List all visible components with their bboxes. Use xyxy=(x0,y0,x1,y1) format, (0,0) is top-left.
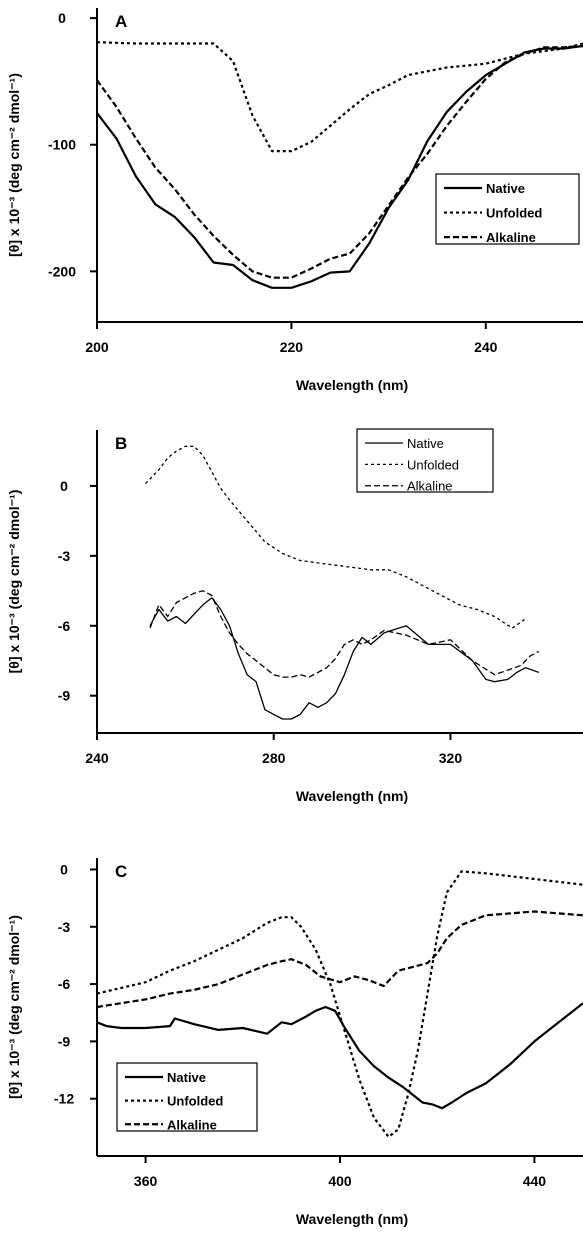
y-tick-label: -6 xyxy=(58,618,71,634)
x-axis-title: Wavelength (nm) xyxy=(296,1211,408,1227)
legend: Native Unfolded Alkaline xyxy=(356,428,494,494)
legend-label-unfolded: Unfolded xyxy=(407,457,459,472)
series-line-native xyxy=(149,597,540,720)
x-tick-label: 220 xyxy=(280,339,304,355)
legend-label-native: Native xyxy=(167,1070,206,1085)
y-tick-label: -9 xyxy=(58,688,71,704)
legend-label-unfolded: Unfolded xyxy=(486,206,542,221)
y-tick-label: 0 xyxy=(60,478,68,494)
x-tick-label: 240 xyxy=(85,750,109,766)
series-line-native xyxy=(96,44,583,289)
y-tick-label: -9 xyxy=(58,1033,71,1049)
y-tick-label: 0 xyxy=(58,10,66,26)
y-tick-label: -3 xyxy=(58,548,71,564)
x-tick-label: 200 xyxy=(85,339,109,355)
y-tick-label: -100 xyxy=(48,137,76,153)
series-line-alkaline xyxy=(96,910,583,1009)
panel-letter: B xyxy=(115,434,127,453)
y-tick-label: -6 xyxy=(58,976,71,992)
x-axis-title: Wavelength (nm) xyxy=(296,788,408,804)
legend-label-native: Native xyxy=(407,436,444,451)
series-line-unfolded xyxy=(96,41,583,153)
series-line-alkaline xyxy=(149,590,540,678)
panel-a: 200 220 240 0 -100 -200 Wavelength (nm) [θ] x 1… xyxy=(6,8,583,393)
x-tick-label: 240 xyxy=(474,339,498,355)
x-tick-label: 400 xyxy=(328,1173,352,1189)
panel-letter: C xyxy=(115,862,127,881)
y-tick-label: -3 xyxy=(58,919,71,935)
legend-label-alkaline: Alkaline xyxy=(486,230,536,245)
legend-box xyxy=(356,428,494,493)
series-line-unfolded xyxy=(145,445,526,629)
y-tick-label: -200 xyxy=(48,263,76,279)
legend-box xyxy=(116,1062,258,1132)
y-tick-label: 0 xyxy=(60,861,68,877)
legend-label-native: Native xyxy=(486,181,525,196)
panel-c: 360 400 440 0 -3 -6 -9 -12 Wavelength (nm) [θ] x … xyxy=(6,858,583,1227)
legend: Native Unfolded Alkaline xyxy=(435,173,580,245)
legend-label-unfolded: Unfolded xyxy=(167,1094,223,1109)
y-axis-title: [θ] x 10⁻³ (deg cm⁻² dmol⁻¹) xyxy=(6,73,22,257)
y-tick-label: -12 xyxy=(54,1091,74,1107)
panel-letter: A xyxy=(115,12,127,31)
y-axis-title: [θ] x 10⁻³ (deg cm⁻² dmol⁻¹) xyxy=(6,915,22,1099)
panel-b: 240 280 320 0 -3 -6 -9 Wavelength (nm) [θ] x 10⁻… xyxy=(6,428,583,804)
series-line-unfolded xyxy=(96,870,583,1139)
series-line-alkaline xyxy=(96,44,583,279)
legend: Native Unfolded Alkaline xyxy=(116,1062,258,1132)
legend-label-alkaline: Alkaline xyxy=(407,479,453,494)
legend-label-alkaline: Alkaline xyxy=(167,1117,217,1132)
x-axis-title: Wavelength (nm) xyxy=(296,377,408,393)
legend-box xyxy=(435,173,580,245)
y-axis-title: [θ] x 10⁻³ (deg cm⁻² dmol⁻¹) xyxy=(6,490,22,674)
x-tick-label: 360 xyxy=(134,1173,158,1189)
x-tick-label: 320 xyxy=(439,750,463,766)
x-tick-label: 280 xyxy=(262,750,286,766)
x-tick-label: 440 xyxy=(523,1173,547,1189)
